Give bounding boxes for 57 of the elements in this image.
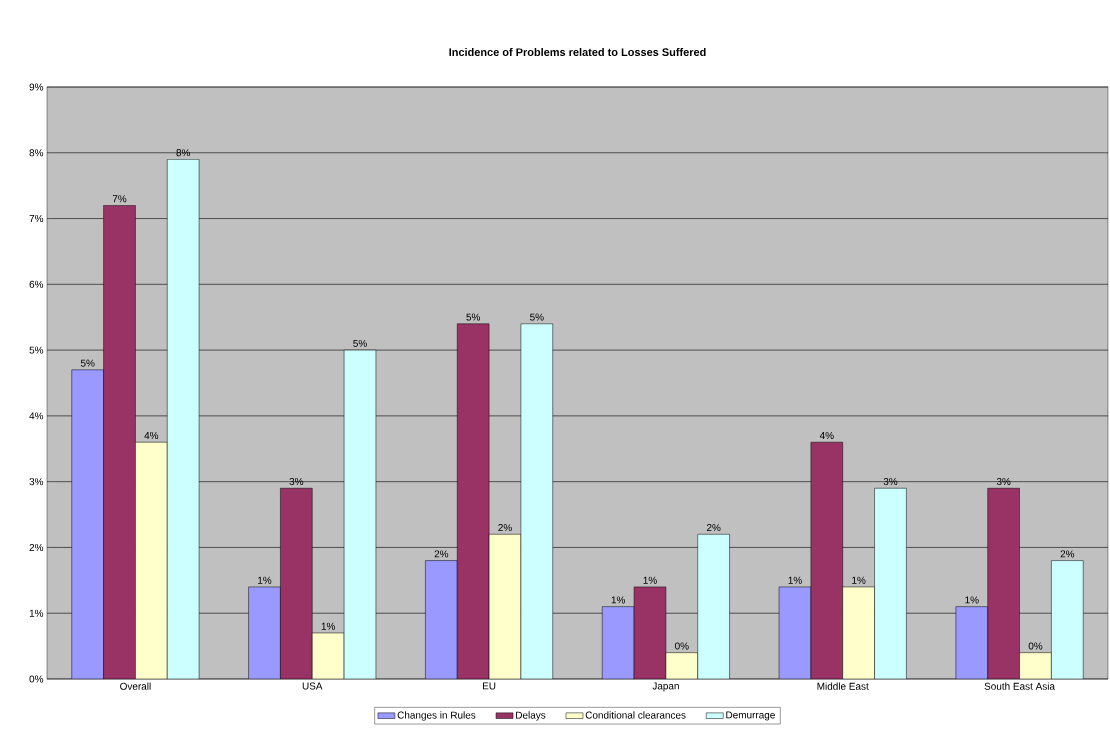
data-label: 2% bbox=[1060, 550, 1075, 558]
data-label: 2% bbox=[706, 524, 721, 532]
y-tick-label: 4% bbox=[29, 412, 44, 420]
data-label: 1% bbox=[643, 576, 657, 584]
data-label: 4% bbox=[819, 432, 834, 439]
data-label: 5% bbox=[353, 339, 367, 347]
bar bbox=[167, 159, 200, 679]
y-tick-label: 2% bbox=[29, 543, 44, 551]
bar bbox=[842, 586, 875, 679]
chart-title: Incidence of Problems related to Losses Suffered bbox=[449, 47, 706, 57]
bar bbox=[312, 632, 345, 679]
x-tick-label: Middle East bbox=[817, 682, 869, 690]
y-tick-label: 1% bbox=[29, 609, 44, 617]
y-tick-label: 5% bbox=[29, 346, 44, 354]
data-label: 5% bbox=[466, 313, 481, 321]
bar bbox=[1051, 560, 1084, 679]
bar bbox=[665, 652, 698, 679]
data-label: 5% bbox=[80, 359, 95, 367]
data-label: 1% bbox=[611, 596, 626, 604]
data-label: 2% bbox=[498, 524, 512, 532]
x-tick-label: South East Asia bbox=[984, 682, 1055, 690]
data-label: 2% bbox=[434, 550, 449, 558]
x-tick-label: Overall bbox=[120, 682, 151, 690]
data-label: 7% bbox=[112, 195, 127, 203]
legend-label: Delays bbox=[516, 711, 546, 721]
legend-label: Changes in Rules bbox=[397, 711, 476, 721]
data-label: 1% bbox=[965, 596, 979, 604]
x-tick-label: USA bbox=[302, 682, 323, 690]
y-tick-label: 0% bbox=[29, 675, 44, 683]
data-label: 1% bbox=[852, 576, 866, 584]
data-label: 1% bbox=[321, 622, 336, 630]
data-label: 5% bbox=[530, 313, 544, 321]
y-tick-label: 9% bbox=[29, 83, 44, 91]
data-label: 3% bbox=[883, 477, 898, 486]
y-tick-label: 3% bbox=[29, 478, 44, 486]
data-label: 3% bbox=[289, 477, 304, 486]
bar bbox=[697, 534, 730, 679]
y-tick-label: 7% bbox=[29, 215, 44, 223]
bar bbox=[874, 487, 907, 679]
data-label: 3% bbox=[996, 477, 1011, 486]
bar bbox=[343, 349, 377, 679]
y-tick-label: 6% bbox=[29, 280, 44, 288]
data-label: 1% bbox=[258, 576, 272, 584]
bar bbox=[520, 323, 553, 679]
data-label: 0% bbox=[1028, 642, 1043, 650]
data-label: 4% bbox=[144, 432, 159, 439]
bar bbox=[488, 534, 522, 679]
data-label: 1% bbox=[788, 576, 802, 584]
y-tick-label: 8% bbox=[29, 149, 44, 157]
bar bbox=[135, 441, 168, 679]
bar bbox=[1019, 652, 1052, 679]
data-label: 8% bbox=[176, 149, 191, 157]
data-label: 0% bbox=[675, 642, 689, 650]
legend-label: Conditional clearances bbox=[585, 711, 686, 719]
legend-label: Demurrage bbox=[726, 711, 775, 721]
x-tick-label: Japan bbox=[652, 682, 679, 692]
x-tick-label: EU bbox=[482, 682, 496, 690]
